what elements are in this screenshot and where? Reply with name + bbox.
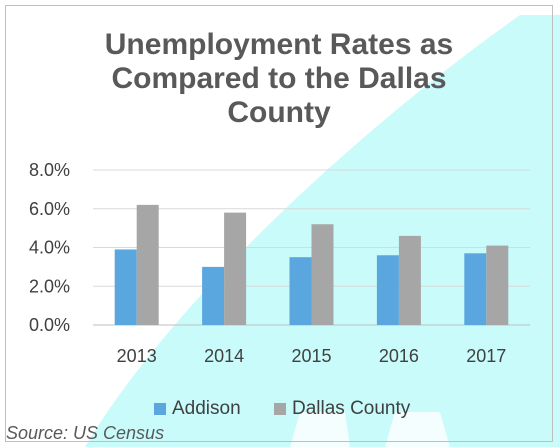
bar-addison-2017 xyxy=(464,253,487,325)
bar-dallas-county-2014 xyxy=(224,212,247,325)
bar-dallas-county-2015 xyxy=(311,224,334,325)
y-tick-label: 8.0% xyxy=(29,160,70,180)
y-tick-label: 2.0% xyxy=(29,276,70,296)
chart-title-line-3: County xyxy=(227,96,331,129)
bar-dallas-county-2013 xyxy=(136,204,159,325)
legend-swatch-addison xyxy=(154,403,166,415)
chart-frame xyxy=(5,5,553,442)
chart-title-line-2: Compared to the Dallas xyxy=(111,62,447,95)
y-tick-label: 4.0% xyxy=(29,238,70,258)
x-tick-label: 2014 xyxy=(204,346,244,366)
x-tick-label: 2016 xyxy=(379,346,419,366)
x-tick-label: 2015 xyxy=(291,346,331,366)
bar-addison-2015 xyxy=(289,257,312,325)
y-tick-label: 6.0% xyxy=(29,199,70,219)
chart-title: Unemployment Rates as Compared to the Da… xyxy=(5,28,553,130)
y-tick-label: 0.0% xyxy=(29,315,70,335)
bar-dallas-county-2017 xyxy=(486,245,509,325)
legend-item-addison: Addison xyxy=(154,398,241,420)
legend-label-dallas-county: Dallas County xyxy=(292,398,411,419)
legend-swatch-dallas-county xyxy=(274,403,286,415)
source-note: Source: US Census xyxy=(6,423,165,443)
x-tick-label: 2013 xyxy=(117,346,157,366)
bar-addison-2014 xyxy=(202,266,225,325)
bar-addison-2013 xyxy=(114,249,137,325)
x-tick-label: 2017 xyxy=(466,346,506,366)
legend-label-addison: Addison xyxy=(172,398,241,419)
bar-dallas-county-2016 xyxy=(398,235,421,325)
chart-title-line-1: Unemployment Rates as xyxy=(104,28,454,61)
bar-addison-2016 xyxy=(376,255,399,325)
legend-item-dallas-county: Dallas County xyxy=(274,398,410,420)
